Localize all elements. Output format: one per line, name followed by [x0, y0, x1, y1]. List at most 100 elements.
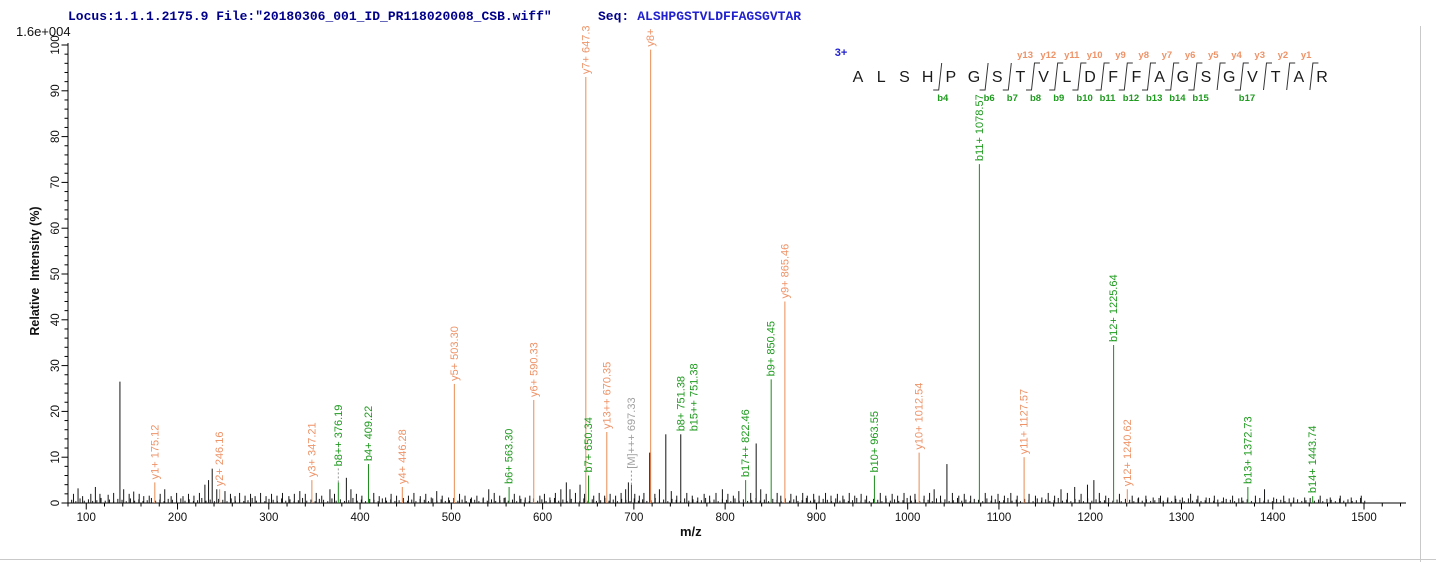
y-tick-label: 40: [50, 313, 62, 326]
peak-label: b8++ 376.19: [333, 405, 345, 467]
cleavage-mark: [979, 62, 989, 91]
residue-letter: P: [945, 69, 956, 86]
x-tick-label: 300: [259, 512, 278, 524]
y-tick-label: 20: [50, 405, 62, 418]
y-tick-label: 70: [50, 176, 62, 189]
seq-value: ALSHPGSTVLDFFAGSGVTAR: [637, 9, 802, 24]
y-ion-label-y13: y13: [1017, 50, 1033, 61]
y-tick-label: 80: [50, 130, 62, 143]
y-tick-label: 10: [50, 451, 62, 464]
residue-letter: G: [1177, 69, 1189, 86]
peak-label: b7+ 650.34: [583, 417, 595, 472]
x-tick-label: 800: [716, 512, 735, 524]
residue-letter: T: [1016, 69, 1026, 86]
y-ion-label-y12: y12: [1040, 50, 1056, 61]
peak-label: b11+ 1078.57: [974, 94, 986, 161]
peak-label: y9+ 865.46: [779, 244, 791, 299]
cleavage-mark: [933, 62, 943, 91]
cleavage-mark: [1049, 62, 1064, 91]
y-tick-label: 100: [50, 35, 62, 54]
b-ion-label-b10: b10: [1076, 93, 1092, 104]
residue-letter: G: [968, 69, 980, 86]
cleavage-mark: [1216, 62, 1226, 91]
y-ion-label-y9: y9: [1115, 50, 1126, 61]
peak-label: b9+ 850.45: [766, 321, 778, 376]
x-tick-label: 400: [350, 512, 369, 524]
peak-label: y7+ 647.36: [580, 19, 592, 74]
peak-label: y5+ 503.30: [449, 326, 461, 381]
b-ion-label-b15: b15: [1192, 93, 1209, 104]
intensity-scale-note: 1.6e+004: [16, 24, 71, 39]
peak-label: b13+ 1372.73: [1242, 416, 1254, 484]
residue-letter: S: [1201, 69, 1212, 86]
b-ion-label-b11: b11: [1100, 93, 1117, 104]
x-tick-label: 1000: [895, 512, 921, 524]
y-tick-label: 30: [50, 359, 62, 372]
residue-letter: A: [1293, 69, 1304, 86]
residue-letter: L: [1062, 69, 1071, 86]
y-ion-label-y6: y6: [1185, 50, 1196, 61]
y-tick-label: 60: [50, 222, 62, 235]
peak-label: y4+ 446.28: [397, 429, 409, 484]
cleavage-mark: [1286, 62, 1296, 91]
b-ion-label-b13: b13: [1146, 93, 1162, 104]
peak-label: y1+ 175.12: [149, 425, 161, 480]
b-ion-label-b9: b9: [1053, 93, 1064, 104]
b-ion-label-b4: b4: [937, 93, 949, 104]
b-ion-label-b12: b12: [1123, 93, 1139, 104]
x-tick-label: 700: [624, 512, 643, 524]
peak-label: y6+ 590.33: [528, 342, 540, 397]
right-pane-divider: [1420, 0, 1421, 562]
residue-letter: R: [1316, 69, 1328, 86]
residue-letter: S: [899, 69, 910, 86]
residue-letter: D: [1084, 69, 1096, 86]
y-ion-label-y8: y8: [1138, 50, 1149, 61]
y-ion-label-y10: y10: [1087, 50, 1103, 61]
peak-label: b14+ 1443.74: [1307, 426, 1319, 494]
y-axis-title: Relative Intensity (%): [28, 206, 42, 336]
cleavage-mark: [1072, 62, 1087, 91]
b-ion-label-b7: b7: [1007, 93, 1018, 104]
b-ion-label-b8: b8: [1030, 93, 1041, 104]
peak-label: b15++ 751.38: [688, 363, 700, 431]
x-axis-title: m/z: [680, 524, 702, 539]
y-tick-label: 50: [50, 268, 62, 281]
peak-label: y11+ 1127.57: [1019, 389, 1031, 454]
x-tick-label: 200: [168, 512, 187, 524]
x-tick-label: 1100: [987, 512, 1012, 524]
x-tick-label: 900: [807, 512, 826, 524]
residue-letter: T: [1271, 69, 1281, 86]
x-tick-label: 600: [533, 512, 552, 524]
cleavage-mark: [1165, 62, 1180, 91]
residue-letter: V: [1038, 69, 1049, 86]
b-ion-label-b6: b6: [984, 93, 995, 104]
peak-label: b10+ 963.55: [869, 411, 881, 472]
y-ion-label-y11: y11: [1064, 50, 1080, 61]
peak-label: y10+ 1012.54: [914, 383, 926, 450]
peak-label: y2+ 246.16: [214, 432, 226, 487]
cleavage-mark: [1142, 62, 1156, 91]
residue-letter: V: [1247, 69, 1258, 86]
x-tick-label: 1200: [1077, 512, 1103, 524]
y-tick-label: 90: [50, 84, 62, 97]
peak-label: [M]+++ 697.33: [626, 397, 638, 468]
cleavage-mark: [1026, 62, 1040, 91]
x-tick-label: 1300: [1169, 512, 1195, 524]
peak-label: b12+ 1225.64: [1108, 274, 1120, 342]
y-ion-label-y3: y3: [1254, 50, 1265, 61]
y-tick-label: 0: [50, 500, 62, 506]
residue-letter: G: [1223, 69, 1235, 86]
y-ion-label-y1: y1: [1301, 50, 1312, 61]
residue-letter: A: [1154, 69, 1165, 86]
y-ion-label-y2: y2: [1278, 50, 1289, 61]
cleavage-mark: [1263, 62, 1272, 91]
residue-letter: L: [877, 69, 886, 86]
seq-label: Seq:: [598, 9, 630, 24]
cleavage-mark: [1118, 62, 1133, 91]
residue-letter: H: [922, 69, 934, 86]
precursor-charge-label: 3+: [835, 47, 848, 59]
x-tick-label: 500: [442, 512, 461, 524]
x-tick-label: 1500: [1351, 512, 1377, 524]
b-ion-label-b14: b14: [1169, 93, 1186, 104]
y-ion-label-y7: y7: [1162, 50, 1173, 61]
